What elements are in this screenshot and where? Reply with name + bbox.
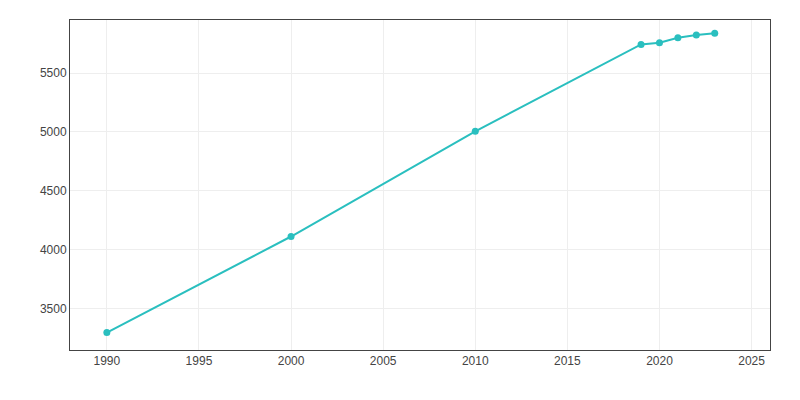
svg-text:4000: 4000 xyxy=(40,243,67,257)
svg-text:5000: 5000 xyxy=(40,125,67,139)
svg-text:1990: 1990 xyxy=(93,354,120,368)
svg-text:5500: 5500 xyxy=(40,66,67,80)
svg-text:1995: 1995 xyxy=(186,354,213,368)
svg-text:2020: 2020 xyxy=(646,354,673,368)
svg-text:2000: 2000 xyxy=(278,354,305,368)
svg-text:4500: 4500 xyxy=(40,184,67,198)
svg-text:2005: 2005 xyxy=(370,354,397,368)
svg-text:2025: 2025 xyxy=(738,354,765,368)
svg-text:2010: 2010 xyxy=(462,354,489,368)
svg-text:2015: 2015 xyxy=(554,354,581,368)
svg-text:3500: 3500 xyxy=(40,302,67,316)
